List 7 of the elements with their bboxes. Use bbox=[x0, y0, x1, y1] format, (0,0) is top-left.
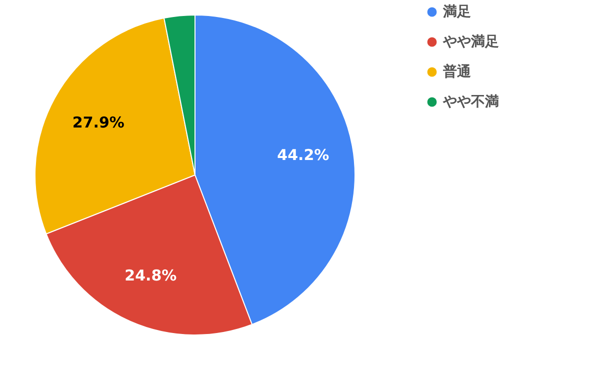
data-label: 27.9% bbox=[72, 113, 124, 132]
legend-label: 普通 bbox=[442, 63, 472, 80]
data-label: 44.2% bbox=[277, 146, 330, 164]
legend-label: やや満足 bbox=[442, 34, 499, 50]
legend-label: やや不満 bbox=[442, 94, 499, 110]
legend-label: 満足 bbox=[442, 4, 471, 20]
data-label: 24.8% bbox=[124, 266, 177, 285]
